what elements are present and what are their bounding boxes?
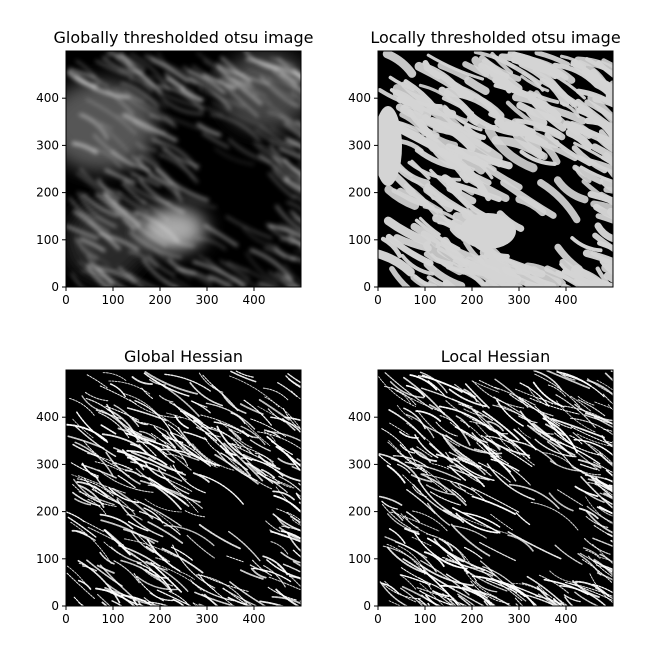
x-tick-label: 100 [102, 612, 125, 626]
panel-2: Locally thresholded otsu image 0 100 200 300… [348, 28, 671, 323]
y-tick-label: 300 [348, 138, 371, 152]
x-tick-label: 200 [149, 293, 172, 307]
panel-title: Globally thresholded otsu image [54, 28, 314, 47]
y-tick-label: 0 [51, 280, 59, 294]
y-tick-label: 200 [36, 505, 59, 519]
x-tick-label: 400 [555, 293, 578, 307]
x-tick-label: 200 [461, 612, 484, 626]
y-tick-label: 400 [348, 91, 371, 105]
image-3 [66, 370, 344, 641]
panel-4: Local Hessian 0 100 200 300 400 0 100 200 300 400 [348, 347, 660, 636]
y-tick-label: 200 [348, 505, 371, 519]
y-tick-label: 100 [348, 552, 371, 566]
y-tick-label: 400 [36, 410, 59, 424]
y-tick-label: 100 [36, 552, 59, 566]
x-tick-label: 200 [149, 612, 172, 626]
image-1 [46, 51, 344, 315]
y-tick-label: 300 [348, 457, 371, 471]
y-tick-label: 300 [36, 457, 59, 471]
x-tick-label: 300 [196, 293, 219, 307]
y-tick-label: 200 [348, 186, 371, 200]
x-tick-label: 100 [414, 293, 437, 307]
x-tick-label: 400 [555, 612, 578, 626]
panel-title: Local Hessian [441, 347, 551, 366]
panel-1: Globally thresholded otsu image 0 100 200 30… [36, 28, 344, 315]
y-tick-label: 0 [51, 599, 59, 613]
y-tick-label: 400 [36, 91, 59, 105]
x-tick-label: 100 [414, 612, 437, 626]
x-tick-label: 400 [243, 612, 266, 626]
panel-title: Global Hessian [124, 347, 243, 366]
x-tick-label: 0 [62, 612, 70, 626]
y-tick-label: 0 [363, 280, 371, 294]
x-tick-label: 300 [508, 293, 531, 307]
panel-title: Locally thresholded otsu image [370, 28, 620, 47]
x-tick-label: 0 [374, 612, 382, 626]
x-tick-label: 300 [508, 612, 531, 626]
x-tick-label: 100 [102, 293, 125, 307]
x-tick-label: 400 [243, 293, 266, 307]
x-tick-label: 0 [374, 293, 382, 307]
y-tick-label: 100 [348, 233, 371, 247]
x-tick-label: 0 [62, 293, 70, 307]
x-tick-label: 300 [196, 612, 219, 626]
y-tick-label: 100 [36, 233, 59, 247]
y-tick-label: 0 [363, 599, 371, 613]
image-2 [374, 51, 671, 323]
y-tick-label: 400 [348, 410, 371, 424]
x-tick-label: 200 [461, 293, 484, 307]
image-4 [378, 370, 660, 636]
panel-3: Global Hessian 0 100 200 300 400 0 100 200 300 400 [36, 347, 344, 641]
y-tick-label: 200 [36, 186, 59, 200]
y-tick-label: 300 [36, 138, 59, 152]
